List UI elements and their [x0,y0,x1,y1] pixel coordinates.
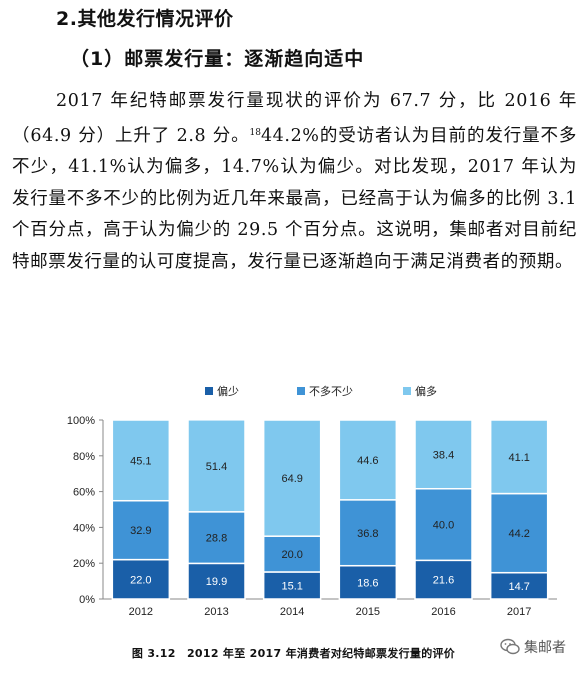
legend-swatch [297,387,305,395]
data-label: 38.4 [433,449,454,461]
bar-segment [489,492,549,574]
data-label: 32.9 [130,525,151,537]
bar-segment [187,562,246,600]
data-label: 40.0 [433,520,454,532]
x-tick-label: 2015 [356,606,380,618]
legend-label: 偏多 [415,384,437,398]
x-tick-label: 2012 [129,606,153,618]
data-label: 44.2 [508,528,529,540]
data-label: 15.1 [281,580,302,592]
bar-segment [338,419,398,501]
x-tick-label: 2014 [280,606,304,618]
paragraph-part-1: 2017 年纪特邮票发行量现状的评价为 67.7 分，比 2016 年（64.9… [12,91,577,146]
bar-segment [187,419,246,513]
data-label: 64.9 [281,473,302,485]
footnote-marker: 18 [249,127,261,138]
data-label: 20.0 [281,549,302,561]
legend-label: 偏少 [217,384,239,398]
data-label: 19.9 [206,576,227,588]
wechat-icon [500,638,520,656]
legend-label: 不多不少 [309,384,353,398]
data-label: 44.6 [357,455,378,467]
bar-segment [489,419,549,495]
stacked-bar-chart: 偏少 不多不少 偏多 0% 20% 40% 60% 80% 100% 22.0 32.9 45.1 20… [0,372,587,632]
bar-segment [414,487,473,562]
bar-segment [111,558,171,600]
data-label: 21.6 [433,575,454,587]
y-tick-label: 40% [73,522,95,534]
x-tick-label: 2013 [204,606,228,618]
data-label: 36.8 [357,528,378,540]
data-label: 51.4 [206,461,227,473]
y-tick-label: 20% [73,558,95,570]
legend-swatch [205,387,213,395]
watermark-text: 集邮者 [524,640,566,656]
data-label: 28.8 [206,533,227,545]
bar-segment [187,511,246,565]
bar-segment [111,419,171,502]
bar-segment [262,571,322,600]
y-tick-label: 0% [79,594,95,606]
data-label: 45.1 [130,455,151,467]
data-label: 41.1 [508,452,529,464]
x-tick-label: 2016 [431,606,455,618]
data-label: 14.7 [508,581,529,593]
x-tick-label: 2017 [507,606,531,618]
bar-segment [489,571,549,600]
bar-segment [338,564,398,600]
bar-segment [414,419,473,490]
paragraph-part-2: 44.2%的受访者认为目前的发行量不多不少，41.1%认为偏多，14.7%认为偏… [12,125,577,272]
bar-segment [338,499,398,567]
data-label: 18.6 [357,577,378,589]
watermark: 集邮者 [500,636,585,658]
bar-segment [414,559,473,600]
bar-segment [111,499,171,561]
y-tick-label: 80% [73,451,95,463]
chart-svg: 偏少 不多不少 偏多 0% 20% 40% 60% 80% 100% 22.0 32.9 45.1 20… [67,384,557,618]
legend-swatch [403,387,411,395]
data-label: 22.0 [130,574,151,586]
body-paragraph: 2017 年纪特邮票发行量现状的评价为 67.7 分，比 2016 年（64.9… [12,86,577,278]
bar-segment [262,535,322,573]
y-tick-label: 100% [67,415,95,427]
bar-segment [262,419,322,537]
figure-caption: 图 3.12 2012 年至 2017 年消费者对纪特邮票发行量的评价 [131,647,456,660]
section-heading: 2.其他发行情况评价 [56,8,234,30]
subsection-heading: （1）邮票发行量：逐渐趋向适中 [70,48,365,70]
y-tick-label: 60% [73,487,95,499]
